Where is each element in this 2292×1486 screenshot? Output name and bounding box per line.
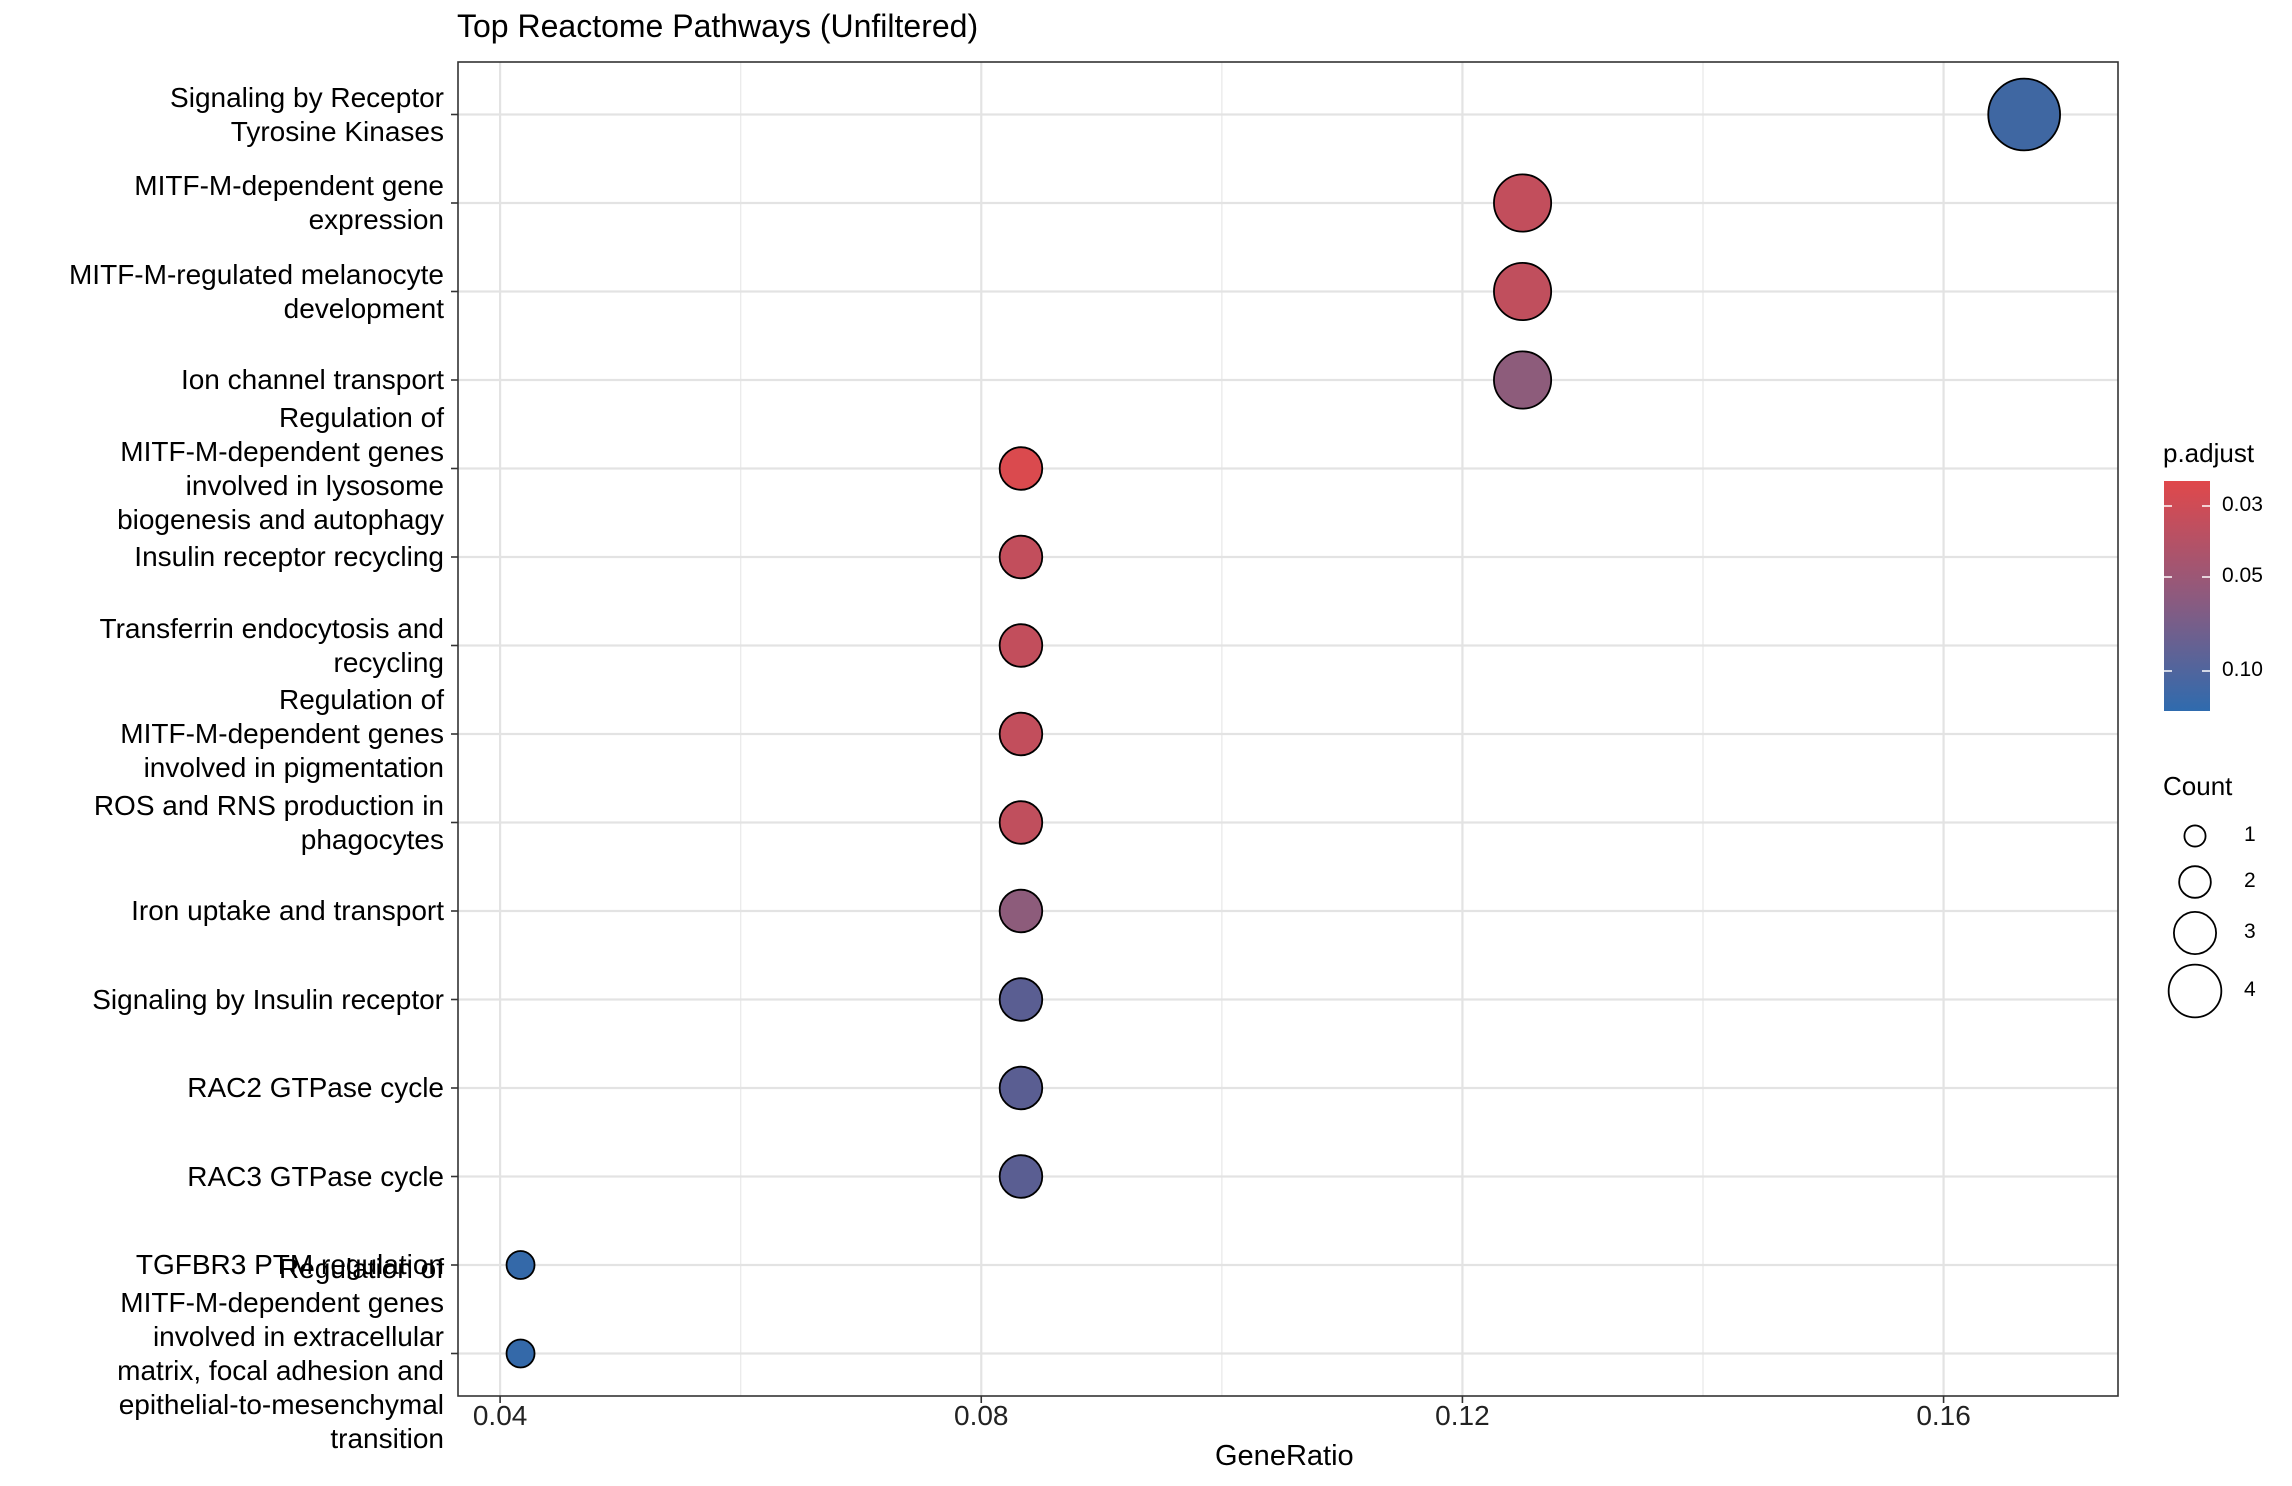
color-bar (2164, 481, 2210, 711)
y-tick-label: Iron uptake and transport (131, 895, 444, 926)
data-point (998, 1154, 1044, 1199)
y-tick-label: RAC2 GTPase cycle (187, 1072, 444, 1103)
color-bar-ticks (2164, 505, 2210, 672)
data-point (505, 1338, 536, 1369)
size-legend-label: 4 (2244, 978, 2256, 1001)
data-point (1493, 350, 1553, 410)
color-legend-label: 0.03 (2222, 493, 2263, 516)
grid-lines (458, 62, 2118, 1396)
data-point (998, 534, 1044, 580)
size-legend-dot (2167, 963, 2223, 1019)
data-point (505, 1250, 536, 1280)
data-point (998, 800, 1044, 845)
x-ticks (499, 1396, 1945, 1403)
color-legend-label: 0.05 (2222, 564, 2263, 587)
y-ticks (451, 113, 458, 1355)
x-tick-label: 0.08 (954, 1400, 1009, 1431)
y-tick-label: MITF-M-regulated melanocyte development (68, 258, 444, 324)
y-tick-label: Transferrin endocytosis and recycling (99, 612, 444, 678)
y-tick-label: RAC3 GTPase cycle (187, 1160, 444, 1192)
data-point (1987, 77, 2061, 152)
x-tick-label: 0.16 (1916, 1400, 1971, 1431)
x-axis-title: GeneRatio (1215, 1440, 1354, 1472)
data-point (998, 977, 1044, 1022)
size-legend-label: 3 (2244, 920, 2256, 943)
points (505, 77, 2061, 1369)
y-tick-label: Insulin receptor recycling (134, 541, 444, 572)
y-tick-label: Ion channel transport (180, 364, 444, 395)
size-legend-dot (2183, 824, 2207, 848)
y-tick-label: Signaling by Receptor Tyrosine Kinases (170, 81, 444, 147)
size-legend-dot (2173, 911, 2217, 955)
x-tick-label: 0.04 (472, 1400, 528, 1431)
size-legend (2167, 824, 2223, 1019)
data-point (1493, 173, 1553, 233)
data-point (998, 888, 1044, 934)
y-tick-label: Regulation of MITF-M-dependent genes invol… (117, 401, 444, 535)
data-point (1493, 261, 1553, 321)
color-legend-title: p.adjust (2163, 438, 2255, 468)
y-tick-label: MITF-M-dependent gene expression (134, 170, 444, 235)
y-tick-label: Regulation of MITF-M-dependent genes invol… (120, 684, 444, 783)
y-tick-label: Signaling by Insulin receptor (92, 983, 444, 1015)
y-tick-label: TGFBR3 PTM regulation (135, 1249, 444, 1280)
y-tick-label: ROS and RNS production in phagocytes (93, 789, 444, 855)
data-point (998, 446, 1044, 491)
size-legend-dot (2178, 865, 2212, 899)
panel-border (457, 61, 2119, 1397)
size-legend-title: Count (2163, 771, 2233, 801)
size-legend-label: 1 (2244, 823, 2256, 846)
data-point (998, 623, 1044, 668)
data-point (998, 711, 1044, 757)
chart-title: Top Reactome Pathways (Unfiltered) (457, 8, 979, 44)
color-legend-label: 0.10 (2222, 658, 2263, 681)
y-tick-label: Regulation of MITF-M-dependent genes invol… (117, 1252, 444, 1454)
size-legend-label: 2 (2244, 869, 2256, 892)
data-point (998, 1065, 1044, 1111)
x-tick-label: 0.12 (1435, 1400, 1490, 1431)
